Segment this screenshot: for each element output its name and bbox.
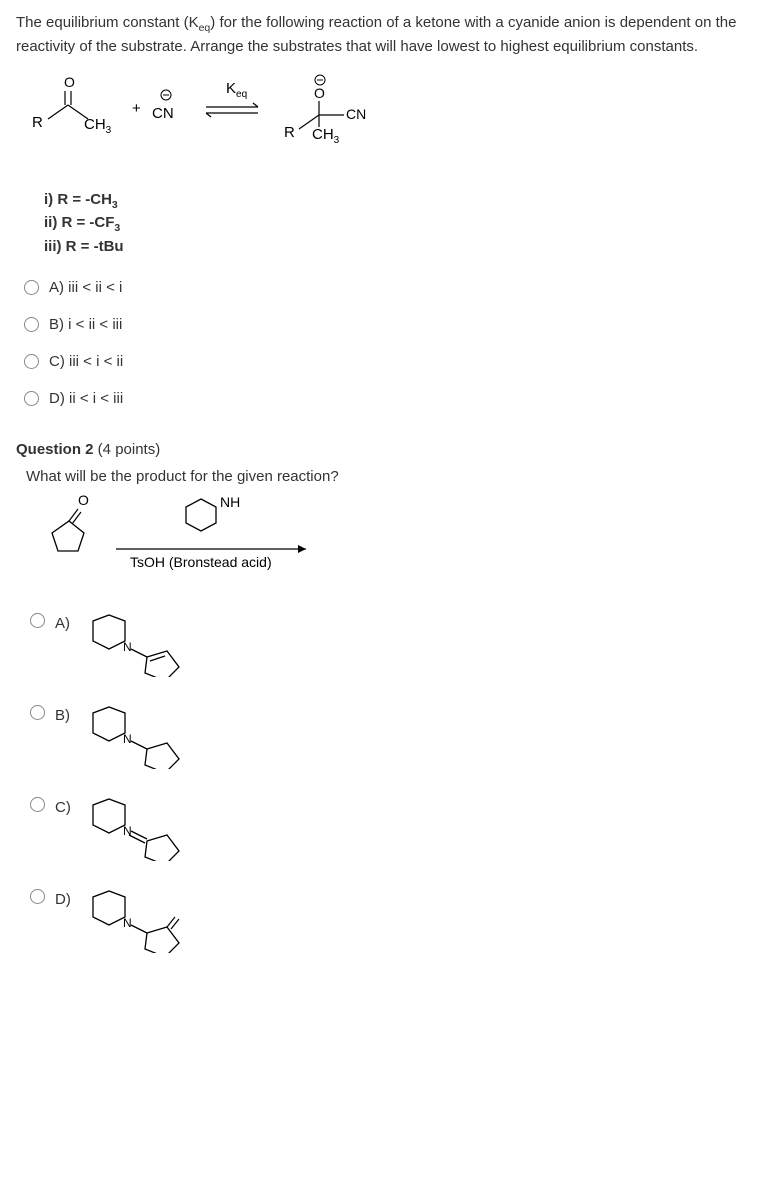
svg-text:O: O [64, 74, 75, 90]
svg-text:Keq: Keq [226, 80, 247, 100]
r-i: i) R = -CH [44, 191, 112, 208]
svg-text:R: R [32, 114, 43, 131]
radio-icon[interactable] [30, 889, 45, 904]
svg-text:NH: NH [220, 495, 240, 510]
q1-option-d[interactable]: D) ii < i < iii [24, 388, 760, 409]
radio-icon[interactable] [24, 280, 39, 295]
r-i-sub: 3 [112, 199, 118, 211]
svg-text:N: N [123, 732, 132, 746]
q2-optC-label: C) [55, 797, 77, 818]
structure-b: N [87, 699, 207, 775]
q1-sub: eq [199, 22, 211, 34]
q2-reagent-label: TsOH (Bronstead acid) [130, 554, 272, 570]
q1-optD-label: D) ii < i < iii [49, 388, 123, 409]
r-ii-sub: 3 [114, 222, 120, 234]
q1-reaction-figure: O R CH3 + CN Keq O CN R CH3 [24, 73, 760, 173]
r-iii: iii) R = -tBu [44, 238, 124, 255]
q1-option-a[interactable]: A) iii < ii < i [24, 277, 760, 298]
q2-option-c[interactable]: C) N [30, 791, 760, 867]
svg-text:CN: CN [152, 105, 174, 122]
q1-optA-label: A) iii < ii < i [49, 277, 122, 298]
q1-line3: highest equilibrium constants. [500, 38, 698, 55]
q2-optB-label: B) [55, 705, 77, 726]
q2-title-rest: (4 points) [94, 441, 161, 458]
q2-optA-label: A) [55, 613, 77, 634]
svg-text:N: N [123, 916, 132, 930]
svg-text:R: R [284, 124, 295, 141]
structure-a: N [87, 607, 207, 683]
q1-r-list: i) R = -CH3 ii) R = -CF3 iii) R = -tBu [44, 189, 760, 257]
q2-option-b[interactable]: B) N [30, 699, 760, 775]
q1-option-b[interactable]: B) i < ii < iii [24, 314, 760, 335]
structure-c: N [87, 791, 207, 867]
q2-header: Question 2 (4 points) [16, 439, 760, 460]
q1-optB-label: B) i < ii < iii [49, 314, 122, 335]
q2-optD-label: D) [55, 889, 77, 910]
q2-title-bold: Question 2 [16, 441, 94, 458]
svg-text:+: + [132, 100, 141, 117]
svg-text:O: O [314, 85, 325, 101]
radio-icon[interactable] [30, 613, 45, 628]
q2-subtitle: What will be the product for the given r… [26, 466, 760, 487]
structure-d: N [87, 883, 207, 959]
svg-text:N: N [123, 640, 132, 654]
q2-reaction-figure: O NH TsOH (Bronstead acid) [36, 495, 760, 591]
radio-icon[interactable] [30, 705, 45, 720]
svg-text:CH3: CH3 [312, 126, 340, 146]
q1-option-c[interactable]: C) iii < i < ii [24, 351, 760, 372]
reaction-svg: O R CH3 + CN Keq O CN R CH3 [24, 73, 384, 163]
radio-icon[interactable] [30, 797, 45, 812]
radio-icon[interactable] [24, 391, 39, 406]
q2-options: A) N B) N [30, 607, 760, 959]
q1-line1b: ) for the following reaction of a ketone… [210, 14, 615, 31]
svg-text:CN: CN [346, 106, 366, 122]
svg-text:CH3: CH3 [84, 116, 112, 136]
q1-optC-label: C) iii < i < ii [49, 351, 123, 372]
q2-reaction-svg: O NH TsOH (Bronstead acid) [36, 495, 336, 585]
q1-options: A) iii < ii < i B) i < ii < iii C) iii <… [24, 277, 760, 409]
radio-icon[interactable] [24, 354, 39, 369]
q1-text: The equilibrium constant (Keq) for the f… [16, 12, 760, 57]
svg-text:O: O [78, 495, 89, 508]
radio-icon[interactable] [24, 317, 39, 332]
q2-option-d[interactable]: D) N [30, 883, 760, 959]
r-ii: ii) R = -CF [44, 214, 114, 231]
q1-line1a: The equilibrium constant (K [16, 14, 199, 31]
q2-option-a[interactable]: A) N [30, 607, 760, 683]
